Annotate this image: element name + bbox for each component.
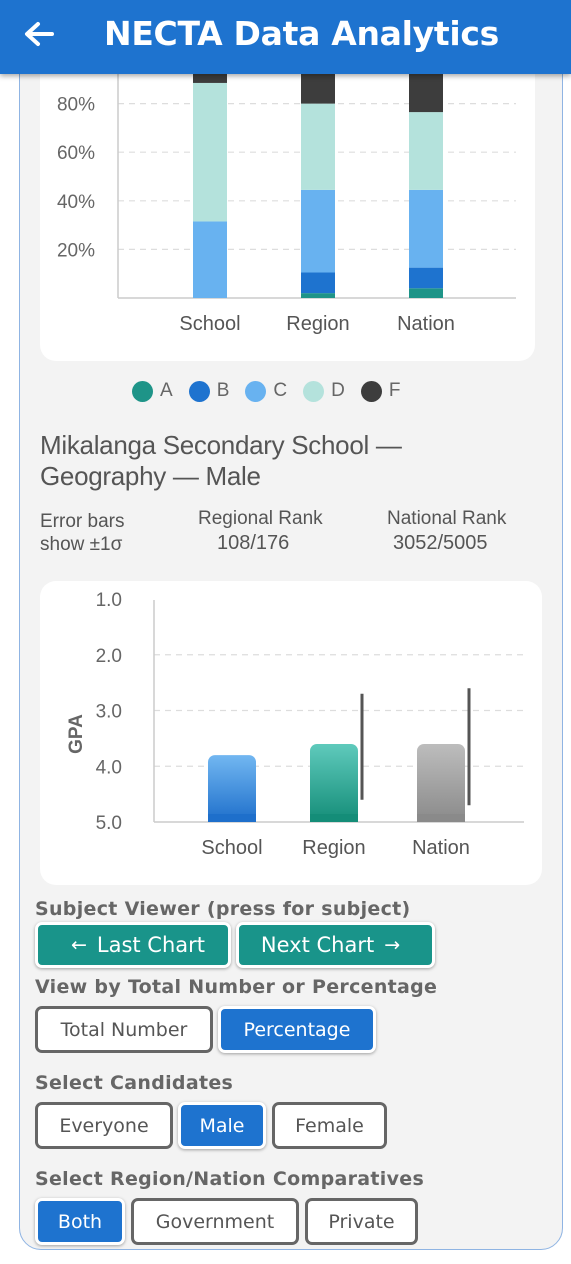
female-button[interactable]: Female	[272, 1102, 387, 1149]
arrow-right-icon: →	[384, 934, 401, 956]
back-button[interactable]	[18, 14, 62, 58]
x-tick-label: Nation	[397, 313, 455, 335]
bar-segment-d-school	[193, 82, 227, 222]
everyone-button[interactable]: Everyone	[35, 1102, 173, 1149]
legend-dot-a	[132, 380, 153, 402]
gpa-bar-nation	[417, 743, 465, 822]
legend-item-d[interactable]: D	[303, 380, 345, 402]
gpa-bar-region	[310, 743, 358, 822]
legend-label-a: A	[160, 380, 173, 401]
y-tick-label: 60%	[57, 143, 95, 164]
y-tick-label: 5.0	[96, 813, 122, 834]
error-bars-note-line1: Error bars	[40, 511, 125, 532]
view-by-label: View by Total Number or Percentage	[35, 976, 438, 998]
next-chart-label: Next Chart	[260, 933, 375, 957]
legend-item-a[interactable]: A	[132, 380, 173, 402]
bar-segment-d-nation	[409, 112, 443, 190]
bar-segment-b-nation	[409, 267, 443, 289]
legend-item-b[interactable]: B	[188, 380, 230, 402]
last-chart-label: Last Chart	[96, 933, 206, 957]
government-button[interactable]: Government	[131, 1198, 299, 1245]
x-tick-label: School	[179, 313, 240, 335]
y-tick-label: 80%	[57, 95, 95, 116]
gpa-chart: 1.0 2.0 3.0 4.0 5.0 GPA School Region Nation	[66, 590, 524, 859]
grade-legend: A B C D F	[132, 378, 416, 404]
national-rank-label: National Rank	[387, 508, 507, 529]
total-number-button[interactable]: Total Number	[35, 1006, 213, 1053]
regional-rank-value: 108/176	[217, 532, 290, 554]
y-axis-label: GPA	[66, 714, 87, 754]
regional-rank-label: Regional Rank	[198, 508, 323, 529]
subject-viewer-label: Subject Viewer (press for subject)	[35, 898, 411, 920]
comparatives-label: Select Region/Nation Comparatives	[35, 1168, 425, 1190]
percentage-button[interactable]: Percentage	[218, 1006, 376, 1053]
arrow-left-icon: ←	[70, 934, 87, 956]
bar-segment-a-nation	[409, 288, 443, 298]
app-title: NECTA Data Analytics	[104, 14, 499, 53]
arrow-left-icon	[25, 22, 54, 46]
x-tick-label: Region	[286, 313, 349, 335]
last-chart-button[interactable]: ← Last Chart	[35, 922, 231, 968]
y-tick-label: 1.0	[96, 590, 122, 611]
x-tick-label: School	[201, 837, 262, 859]
grade-distribution-card: 20% 40% 60% 80% School Region Nation	[40, 40, 535, 361]
y-tick-label: 2.0	[96, 646, 122, 667]
legend-label-f: F	[388, 380, 401, 401]
gpa-bar-base-school	[208, 814, 256, 822]
legend-label-b: B	[216, 380, 230, 401]
bar-segment-c-nation	[409, 189, 443, 268]
bar-segment-a-region	[301, 293, 335, 298]
legend-dot-f	[360, 380, 382, 402]
gpa-bar-base-nation	[417, 814, 465, 822]
x-tick-label: Region	[302, 837, 365, 859]
legend-label-c: C	[273, 380, 288, 401]
y-tick-label: 20%	[57, 240, 95, 261]
y-tick-label: 3.0	[96, 702, 122, 723]
app-bar: NECTA Data Analytics	[0, 0, 571, 74]
error-bars-note-line2: show ±1σ	[40, 534, 123, 555]
bar-segment-c-region	[301, 189, 335, 273]
male-button[interactable]: Male	[178, 1102, 266, 1149]
legend-label-d: D	[331, 380, 345, 401]
x-tick-label: Nation	[412, 837, 470, 859]
grade-distribution-chart: 20% 40% 60% 80% School Region Nation	[57, 40, 516, 335]
legend-item-c[interactable]: C	[245, 380, 287, 402]
error-bars-note: Error bars show ±1σ	[40, 510, 124, 556]
y-tick-label: 4.0	[96, 757, 122, 778]
y-tick-label: 40%	[57, 192, 95, 213]
bar-segment-c-school	[193, 221, 227, 298]
private-button[interactable]: Private	[305, 1198, 418, 1245]
bar-segment-b-region	[301, 272, 335, 294]
bar-segment-d-region	[301, 103, 335, 190]
legend-dot-c	[245, 380, 267, 402]
gpa-chart-card: 1.0 2.0 3.0 4.0 5.0 GPA School Region Nation	[40, 581, 542, 885]
legend-dot-b	[188, 380, 210, 402]
candidates-label: Select Candidates	[35, 1072, 234, 1094]
both-button[interactable]: Both	[35, 1198, 125, 1245]
legend-item-f[interactable]: F	[360, 380, 401, 402]
school-subject-title: Mikalanga Secondary School — Geography —…	[40, 430, 402, 491]
gpa-bar-school	[208, 755, 256, 822]
national-rank-value: 3052/5005	[393, 532, 488, 554]
legend-dot-d	[303, 380, 325, 402]
gpa-bar-base-region	[310, 814, 358, 822]
next-chart-button[interactable]: Next Chart →	[236, 922, 435, 968]
